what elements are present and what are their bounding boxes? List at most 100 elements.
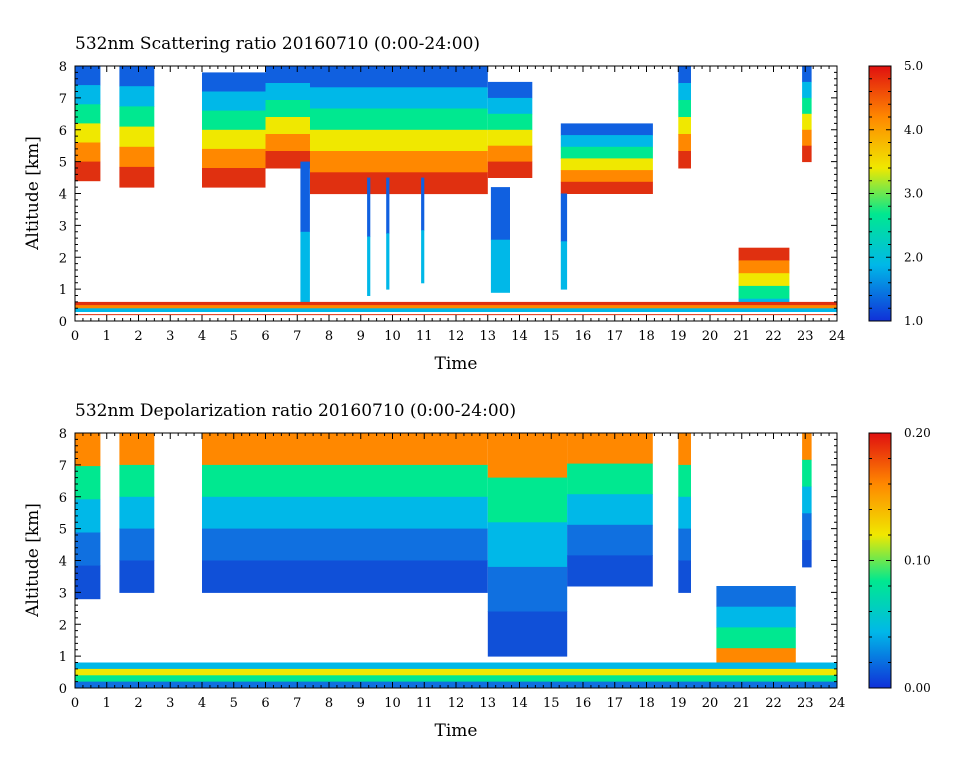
feature-band xyxy=(119,166,155,188)
x-tick-label: 20 xyxy=(702,329,719,344)
feature-band xyxy=(265,100,310,118)
x-tick-label: 15 xyxy=(543,329,560,344)
feature-band xyxy=(75,565,101,600)
colorbar-1-ticks: 1.0 2.0 3.0 4.0 5.0 xyxy=(869,59,923,328)
feature-band xyxy=(560,193,568,242)
feature-band xyxy=(487,161,533,178)
colorbar-tick-label: 5.0 xyxy=(904,59,923,73)
feature-band xyxy=(75,499,101,533)
x-tick-label: 7 xyxy=(293,329,301,344)
feature-cirrus xyxy=(202,72,266,188)
x-tick-label: 3 xyxy=(166,696,174,711)
feature-band xyxy=(678,151,691,169)
feature-band xyxy=(487,522,568,568)
feature-band xyxy=(75,161,101,182)
feature-band xyxy=(119,528,155,561)
feature-band xyxy=(421,177,425,231)
x-tick-label: 9 xyxy=(357,329,365,344)
panel-1-title: 532nm Scattering ratio 20160710 (0:00-24… xyxy=(75,34,480,54)
x-tick-label: 4 xyxy=(198,329,206,344)
feature-band xyxy=(678,66,691,84)
x-tick-label: 2 xyxy=(134,696,142,711)
feature-band xyxy=(487,129,533,147)
feature-band xyxy=(310,87,488,110)
feature-band xyxy=(202,464,266,498)
x-tick-label: 13 xyxy=(479,696,496,711)
colorbar-tick-label: 1.0 xyxy=(904,314,923,328)
x-tick-label: 20 xyxy=(702,696,719,711)
feature-low-cloud xyxy=(738,247,790,312)
feature-column xyxy=(367,177,371,296)
feature-band xyxy=(75,66,101,86)
x-tick-label: 11 xyxy=(416,329,433,344)
panel-2-title: 532nm Depolarization ratio 20160710 (0:0… xyxy=(75,401,516,421)
x-tick-label: 18 xyxy=(638,696,655,711)
panel-2-ylabel: Altitude [km] xyxy=(23,503,43,618)
feature-band xyxy=(75,675,837,683)
feature-band xyxy=(678,100,691,118)
feature-band xyxy=(265,464,488,498)
feature-band xyxy=(75,433,101,467)
feature-band xyxy=(300,231,310,303)
feature-column xyxy=(421,177,425,284)
feature-band xyxy=(678,83,691,101)
feature-cirrus xyxy=(487,433,568,657)
feature-band xyxy=(567,494,653,526)
x-tick-label: 24 xyxy=(829,329,846,344)
feature-band xyxy=(560,181,653,194)
colorbar-tick-label: 0.10 xyxy=(904,554,931,568)
x-tick-label: 1 xyxy=(103,329,111,344)
y-tick-label: 8 xyxy=(59,427,67,442)
x-tick-label: 14 xyxy=(511,329,528,344)
y-tick-label: 7 xyxy=(59,92,67,107)
feature-band xyxy=(421,230,425,284)
feature-band xyxy=(119,464,155,498)
feature-band xyxy=(75,308,837,312)
panel-depolarization-ratio: 532nm Depolarization ratio 20160710 (0:0… xyxy=(23,401,931,741)
feature-band xyxy=(678,134,691,152)
feature-band xyxy=(202,148,266,169)
feature-column xyxy=(490,187,510,293)
feature-column xyxy=(300,161,310,303)
feature-band xyxy=(802,97,812,115)
feature-band xyxy=(560,146,653,159)
feature-band xyxy=(265,66,310,84)
feature-cirrus xyxy=(265,66,310,169)
panel-1-ticks: 0 1 2 3 4 5 6 7 8 9 10 11 12 13 14 15 16 17 18 19 20 21 22 23 24… xyxy=(59,60,846,344)
x-tick-label: 10 xyxy=(384,329,401,344)
feature-band xyxy=(119,496,155,530)
x-tick-label: 23 xyxy=(797,696,814,711)
y-tick-label: 6 xyxy=(59,491,67,506)
feature-low-cloud xyxy=(716,586,796,670)
feature-cirrus xyxy=(487,81,533,178)
feature-band xyxy=(738,273,790,287)
panel-2-features xyxy=(75,433,837,689)
panel-scattering-ratio: 532nm Scattering ratio 20160710 (0:00-24… xyxy=(23,34,923,374)
feature-band xyxy=(678,464,691,498)
x-tick-label: 23 xyxy=(797,329,814,344)
feature-cirrus xyxy=(119,433,155,593)
feature-band xyxy=(367,236,371,296)
feature-band xyxy=(802,433,812,461)
x-tick-label: 10 xyxy=(384,696,401,711)
x-tick-label: 6 xyxy=(261,329,269,344)
feature-cirrus xyxy=(802,66,812,163)
feature-band xyxy=(487,611,568,657)
x-tick-label: 16 xyxy=(575,329,592,344)
feature-cirrus xyxy=(802,433,812,568)
x-tick-label: 21 xyxy=(733,329,750,344)
feature-band xyxy=(738,285,790,300)
x-tick-label: 22 xyxy=(765,696,782,711)
feature-band xyxy=(716,586,796,608)
feature-cirrus xyxy=(202,433,266,593)
feature-band xyxy=(119,106,155,128)
feature-band xyxy=(386,177,390,234)
feature-band xyxy=(202,560,266,593)
feature-band xyxy=(75,466,101,500)
panel-1-ylabel: Altitude [km] xyxy=(23,136,43,251)
feature-cirrus xyxy=(265,433,488,593)
feature-band xyxy=(487,433,568,479)
x-tick-label: 14 xyxy=(511,696,528,711)
x-tick-label: 5 xyxy=(230,329,238,344)
